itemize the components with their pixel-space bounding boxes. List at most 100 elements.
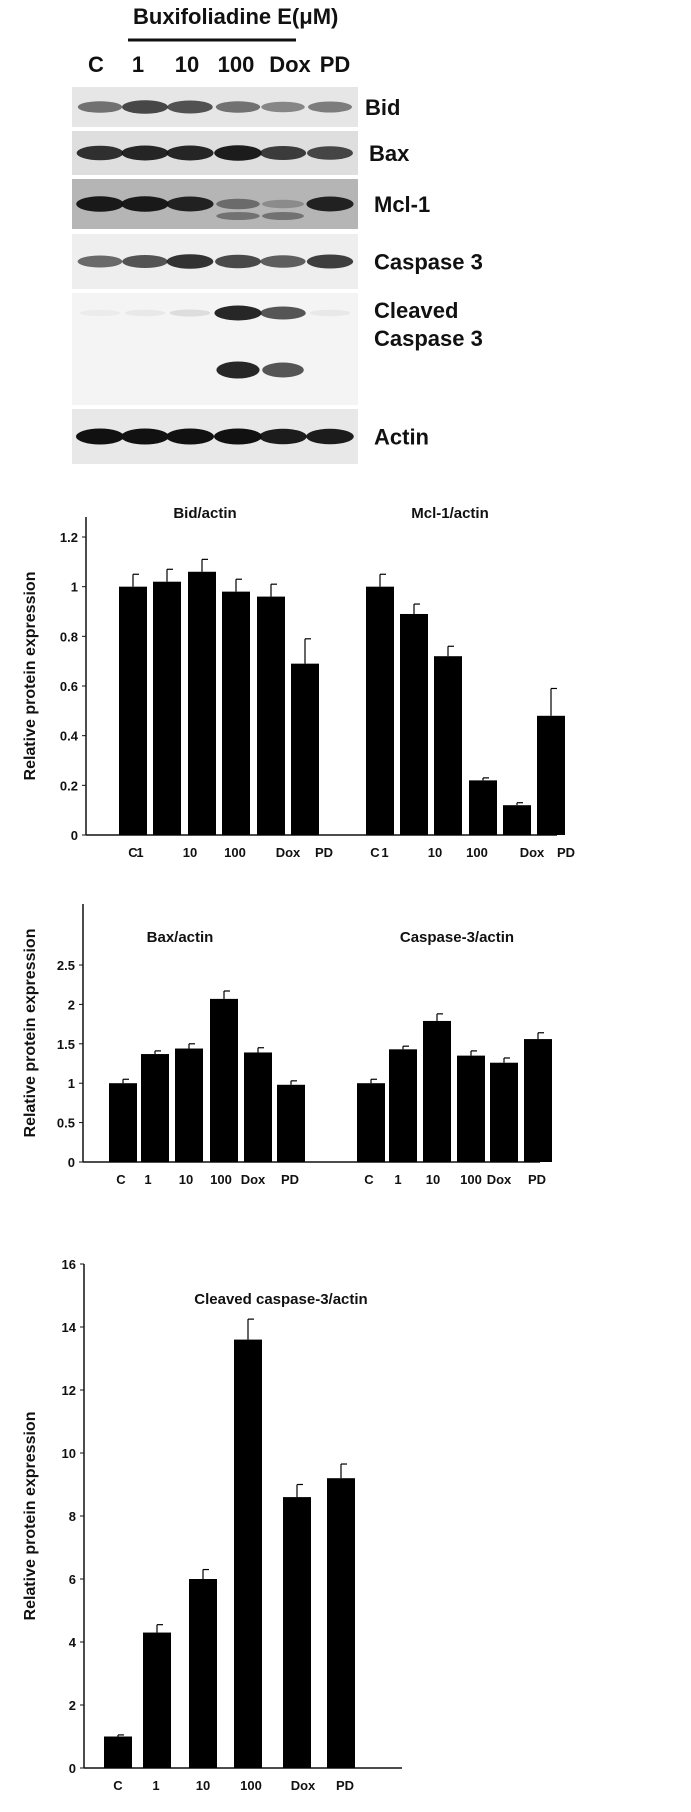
y-axis-label: Relative protein expression	[22, 929, 39, 1138]
blot-band	[306, 254, 354, 269]
x-tick-label: 1	[136, 845, 143, 860]
chart-group: 0 2 4 6 8 10 12 14 16 Relative protein expression…	[22, 1257, 402, 1793]
blot-label: Bid	[365, 95, 400, 120]
x-tick-label: PD	[315, 845, 333, 860]
x-tick-label: 10	[196, 1778, 210, 1793]
x-tick-label: PD	[557, 845, 575, 860]
blot-band	[260, 255, 306, 268]
chart-title: Bax/actin	[147, 929, 214, 946]
blot-panel: Mcl-1	[72, 179, 430, 229]
bar	[537, 715, 565, 835]
bar	[222, 591, 250, 835]
bar	[189, 1579, 217, 1768]
bar	[104, 1736, 132, 1768]
bar	[283, 1497, 311, 1768]
bar	[357, 1083, 385, 1162]
blot-band	[167, 100, 213, 114]
bar	[366, 586, 394, 835]
blot-label: Caspase 3	[374, 326, 483, 351]
blot-band	[306, 196, 354, 212]
x-tick-label: C	[113, 1778, 123, 1793]
chart-title: Bid/actin	[173, 505, 236, 522]
blot-label: Mcl-1	[374, 192, 430, 217]
y-tick-label: 1.2	[60, 530, 78, 545]
y-tick-label: 2.5	[57, 958, 75, 973]
x-tick-label: Dox	[487, 1172, 512, 1187]
x-tick-label: PD	[281, 1172, 299, 1187]
x-tick-label: 10	[179, 1172, 193, 1187]
y-tick-label: 0	[68, 1155, 75, 1170]
bar-chart: Cleaved caspase-3/actin C 1 10 100 Dox PD	[104, 1291, 368, 1793]
blot-label: Actin	[374, 425, 429, 450]
y-axis-label: Relative protein expression	[22, 1412, 39, 1621]
y-axis-label: Relative protein expression	[22, 572, 39, 781]
lane-label: 10	[175, 52, 199, 77]
blot-band	[76, 196, 124, 212]
blot-label: Caspase 3	[374, 250, 483, 275]
bar	[327, 1478, 355, 1768]
blot-band	[216, 198, 260, 210]
bar	[434, 656, 462, 835]
bar	[277, 1084, 305, 1162]
blot-band	[166, 428, 214, 445]
blot-band	[122, 255, 168, 268]
blot-band	[121, 428, 169, 445]
bar	[234, 1339, 262, 1768]
bar	[291, 663, 319, 835]
bar	[153, 581, 181, 835]
blot-band	[306, 428, 354, 445]
blot-panel: Bid	[72, 87, 400, 127]
x-tick-label: 100	[466, 845, 488, 860]
bar	[389, 1049, 417, 1162]
blot-band	[122, 100, 168, 114]
lane-label: 1	[132, 52, 144, 77]
chart-title: Mcl-1/actin	[411, 505, 489, 522]
bar	[257, 596, 285, 835]
x-tick-label: 100	[240, 1778, 262, 1793]
x-tick-label: 100	[210, 1172, 232, 1187]
blot-band	[77, 255, 123, 268]
x-tick-label: C	[116, 1172, 126, 1187]
bar	[210, 998, 238, 1162]
blot-label: Bax	[369, 141, 410, 166]
blot-panel: Caspase 3	[72, 234, 483, 289]
blot-band	[216, 361, 260, 379]
x-tick-label: 10	[183, 845, 197, 860]
bar	[400, 613, 428, 835]
x-tick-label: Dox	[276, 845, 301, 860]
bar	[490, 1062, 518, 1162]
x-tick-label: 10	[426, 1172, 440, 1187]
bar	[503, 805, 531, 835]
bar	[524, 1039, 552, 1162]
blot-band	[166, 254, 214, 269]
bar	[175, 1048, 203, 1162]
chart-title: Cleaved caspase-3/actin	[194, 1291, 367, 1308]
bar-chart: Mcl-1/actin C 1 10 100 Dox PD	[366, 505, 575, 860]
y-tick-label: 0	[69, 1761, 76, 1776]
blot-band	[260, 306, 306, 320]
y-tick-label: 0.6	[60, 679, 78, 694]
blot-band	[259, 428, 307, 445]
x-tick-label: 100	[224, 845, 246, 860]
treatment-label: Buxifoliadine E(μM)	[133, 4, 338, 29]
blot-panel: Bax	[72, 131, 410, 175]
bar-chart: Bax/actin C 1 10 100 Dox PD	[109, 929, 305, 1187]
blot-band	[215, 101, 261, 113]
y-tick-label: 0.2	[60, 778, 78, 793]
blot-band	[214, 305, 262, 321]
blot-band	[215, 254, 261, 269]
blot-band	[309, 309, 351, 317]
blot-band	[77, 101, 123, 113]
chart-group: 0 0.2 0.4 0.6 0.8 1 1.2 Relative protein expres…	[22, 505, 575, 860]
y-tick-label: 12	[62, 1383, 76, 1398]
bar-chart: Caspase-3/actin C 1 10 100 Dox PD	[357, 929, 552, 1187]
x-tick-label: PD	[336, 1778, 354, 1793]
y-tick-label: 16	[62, 1257, 76, 1272]
x-tick-label: 1	[394, 1172, 401, 1187]
blot-panel: Actin	[72, 409, 429, 464]
y-tick-label: 1	[68, 1076, 75, 1091]
x-tick-label: 1	[381, 845, 388, 860]
bar	[188, 571, 216, 835]
x-tick-label: 1	[152, 1778, 159, 1793]
